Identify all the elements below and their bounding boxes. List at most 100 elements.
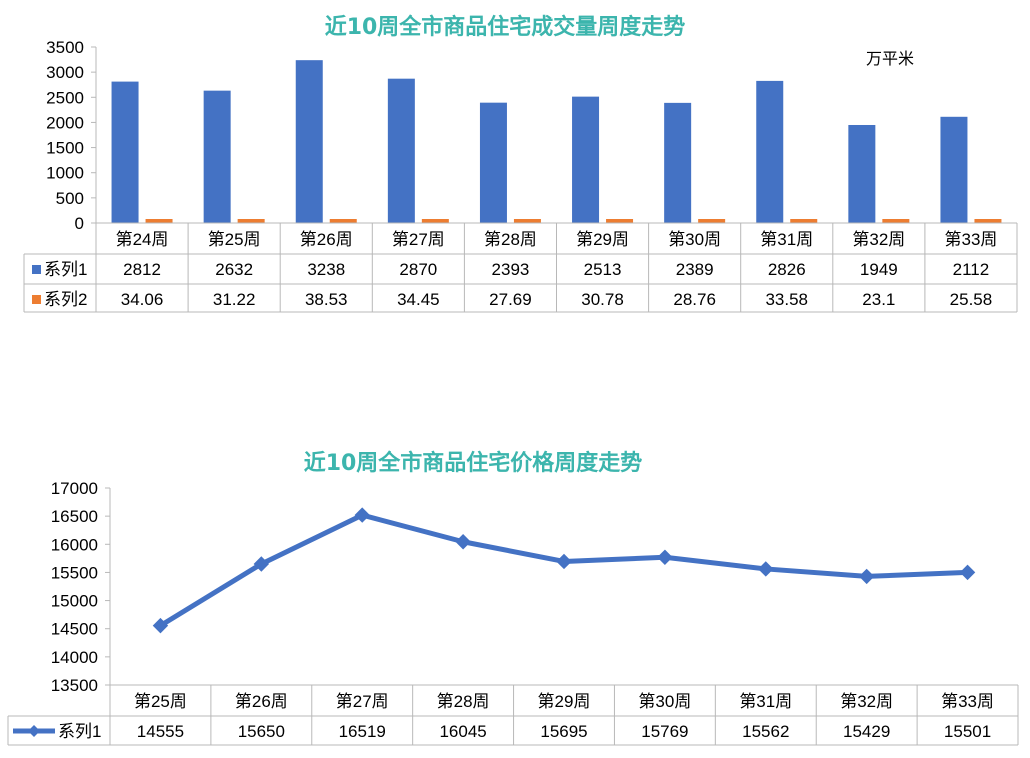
volume-bar-series1 (479, 102, 507, 223)
volume-data-value: 2870 (399, 260, 437, 279)
price-y-tick-label: 14500 (51, 620, 98, 639)
price-line (152, 507, 976, 634)
volume-category-label: 第25周 (208, 230, 261, 249)
volume-bar-series2 (145, 219, 173, 223)
volume-y-tick-label: 1500 (46, 139, 84, 158)
price-point-marker (758, 561, 774, 577)
price-y-tick-label: 15000 (51, 592, 98, 611)
volume-data-value: 38.53 (305, 290, 348, 309)
volume-data-value: 2112 (953, 260, 990, 279)
volume-bar-series2 (882, 219, 910, 223)
price-category-label: 第25周 (134, 692, 187, 711)
volume-data-value: 2393 (492, 260, 530, 279)
volume-bar-series1 (756, 80, 784, 223)
price-data-value: 15429 (843, 722, 890, 741)
volume-data-value: 30.78 (581, 290, 624, 309)
price-category-label: 第27周 (336, 692, 389, 711)
volume-y-tick-label: 1000 (46, 164, 84, 183)
volume-data-value: 2513 (584, 260, 622, 279)
volume-bar-series2 (698, 219, 726, 223)
volume-y-tick-label: 500 (56, 189, 84, 208)
price-data-value: 14555 (137, 722, 184, 741)
volume-category-label: 第27周 (392, 230, 445, 249)
price-y-tick-label: 16500 (51, 507, 98, 526)
price-category-label: 第31周 (739, 692, 792, 711)
legend-label-series1: 系列1 (44, 260, 87, 279)
volume-bar-series2 (237, 219, 265, 223)
volume-y-tick-label: 0 (75, 214, 84, 233)
price-series-line (159, 512, 968, 628)
volume-bar-series2 (974, 219, 1002, 223)
volume-bar-series1 (664, 102, 692, 223)
price-y-tick-label: 17000 (51, 479, 98, 498)
volume-bar-series2 (329, 219, 357, 223)
volume-bar-series2 (790, 219, 818, 223)
volume-category-label: 第28周 (484, 230, 537, 249)
price-point-marker (858, 568, 875, 585)
volume-bar-series1 (295, 60, 323, 223)
volume-data-value: 1949 (860, 260, 898, 279)
price-data-value: 15769 (641, 722, 688, 741)
legend-key-series1 (32, 265, 41, 274)
volume-category-label: 第26周 (300, 230, 353, 249)
volume-category-label: 第33周 (944, 230, 997, 249)
volume-y-tick-label: 2500 (46, 88, 84, 107)
price-y-tick-label: 13500 (51, 676, 98, 695)
volume-data-value: 27.69 (489, 290, 532, 309)
price-data-value: 16045 (439, 722, 486, 741)
volume-bar-series2 (606, 219, 634, 223)
price-point-marker (959, 564, 976, 581)
price-data-value: 15695 (540, 722, 587, 741)
price-category-label: 第28周 (437, 692, 490, 711)
price-point-marker (152, 617, 169, 634)
volume-bar-series2 (513, 219, 541, 223)
volume-data-value: 31.22 (213, 290, 256, 309)
volume-chart: 近10周全市商品住宅成交量周度走势 万平米 0 500 1000 1500 2000 25… (23, 14, 1018, 313)
volume-bar-series1 (203, 90, 231, 223)
volume-bar-series1 (111, 81, 139, 223)
price-category-label: 第30周 (638, 692, 691, 711)
volume-category-label: 第32周 (852, 230, 905, 249)
volume-data-table: 第24周 2812 34.06 第25周 2632 31.22 第26周 3238 38.53 第… (23, 222, 1018, 313)
volume-bars (111, 60, 1002, 224)
price-chart-title: 近10周全市商品住宅价格周度走势 (304, 450, 643, 476)
price-chart: 近10周全市商品住宅价格周度走势 13500 14000 14500 15000 155… (7, 450, 1019, 746)
volume-data-value: 28.76 (673, 290, 716, 309)
volume-data-value: 23.1 (862, 290, 895, 309)
volume-category-label: 第31周 (760, 230, 813, 249)
volume-data-value: 3238 (307, 260, 345, 279)
price-y-tick-label: 15500 (51, 563, 98, 582)
price-category-label: 第29周 (538, 692, 591, 711)
price-data-value: 15650 (238, 722, 285, 741)
volume-bar-series1 (848, 124, 876, 223)
volume-y-tick-label: 2000 (46, 113, 84, 132)
volume-category-label: 第29周 (576, 230, 629, 249)
volume-category-label: 第24周 (116, 230, 169, 249)
volume-bar-series1 (940, 116, 968, 223)
volume-bar-series1 (387, 78, 415, 224)
price-category-label: 第26周 (235, 692, 288, 711)
legend-key-marker-series1 (28, 725, 40, 737)
price-category-label: 第33周 (941, 692, 994, 711)
volume-chart-title: 近10周全市商品住宅成交量周度走势 (325, 14, 686, 40)
price-y-axis: 13500 14000 14500 15000 15500 16000 16500 17000 (51, 479, 111, 695)
volume-data-value: 25.58 (950, 290, 993, 309)
legend-key-series2 (32, 295, 41, 304)
volume-bar-series1 (572, 96, 600, 223)
price-category-label: 第32周 (840, 692, 893, 711)
volume-data-value: 2389 (676, 260, 714, 279)
volume-y-axis: 0 500 1000 1500 2000 2500 3000 3500 (46, 38, 97, 233)
volume-data-value: 34.06 (121, 290, 164, 309)
price-data-value: 15501 (944, 722, 991, 741)
volume-data-value: 2632 (215, 260, 253, 279)
price-data-table: 第25周 14555 第26周 15650 第27周 16519 第28周 16045 第29周… (7, 684, 1019, 746)
price-point-marker (657, 549, 673, 565)
volume-data-value: 2812 (123, 260, 161, 279)
volume-data-value: 34.45 (397, 290, 440, 309)
volume-data-value: 33.58 (765, 290, 808, 309)
legend-label-series1: 系列1 (58, 722, 101, 741)
volume-y-tick-label: 3000 (46, 63, 84, 82)
price-data-value: 15562 (742, 722, 789, 741)
volume-unit-label: 万平米 (866, 49, 914, 68)
